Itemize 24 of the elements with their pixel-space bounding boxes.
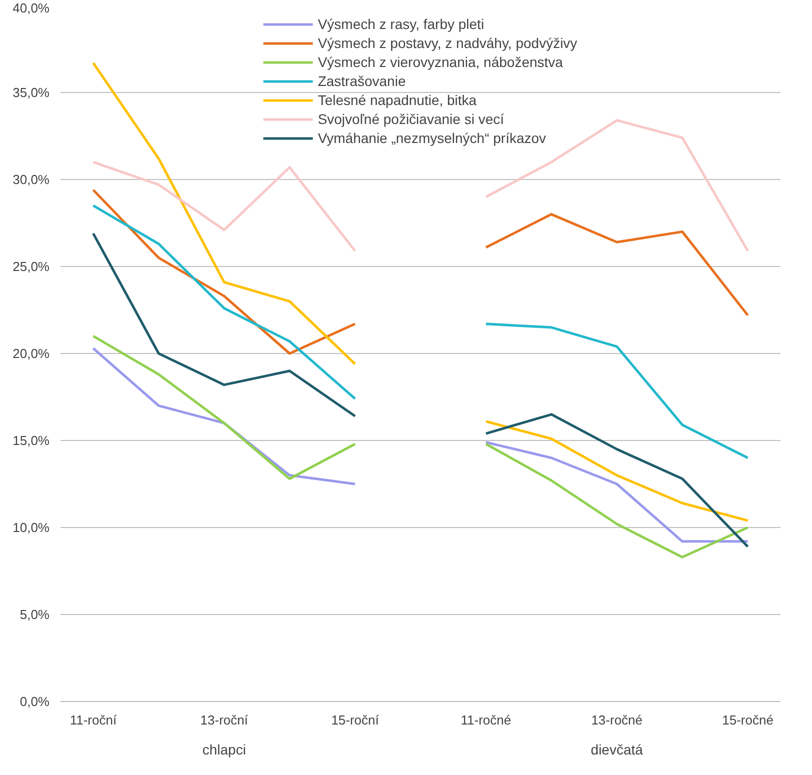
text: dievčatá (590, 742, 644, 758)
y-tick-label: 25,0% (12, 259, 50, 274)
text: chlapci (202, 742, 246, 758)
y-tick-label: 0,0% (20, 694, 50, 709)
x-tick-label: 13-ročné (591, 712, 643, 728)
legend-label: Telesné napadnutie, bitka (318, 92, 477, 108)
y-tick-label: 40,0% (12, 0, 50, 16)
y-tick-label: 20,0% (12, 346, 50, 361)
x-tick-label: 11-roční (70, 712, 117, 728)
x-tick-label: 15-ročné (722, 712, 774, 728)
y-tick-label: 15,0% (12, 433, 50, 448)
x-tick-label: 13-roční (200, 712, 248, 728)
legend-label: Výsmech z rasy, farby pleti (318, 16, 484, 32)
y-tick-label: 35,0% (12, 85, 50, 100)
x-tick-label: 11-ročné (460, 712, 512, 728)
y-tick-label: 10,0% (12, 520, 50, 535)
legend-label: Výsmech z postavy, z nadváhy, podvýživy (318, 35, 578, 51)
legend-label: Výsmech z vierovyznania, náboženstva (318, 54, 563, 70)
y-tick-label: 5,0% (20, 607, 50, 622)
x-tick-label: 15-roční (331, 712, 380, 728)
legend-label: Svojvoľné požičiavanie si vecí (318, 111, 504, 127)
y-tick-label: 30,0% (12, 172, 50, 187)
legend-label: Vymáhanie „nezmyselných“ príkazov (318, 130, 546, 146)
legend-label: Zastrašovanie (318, 73, 406, 89)
